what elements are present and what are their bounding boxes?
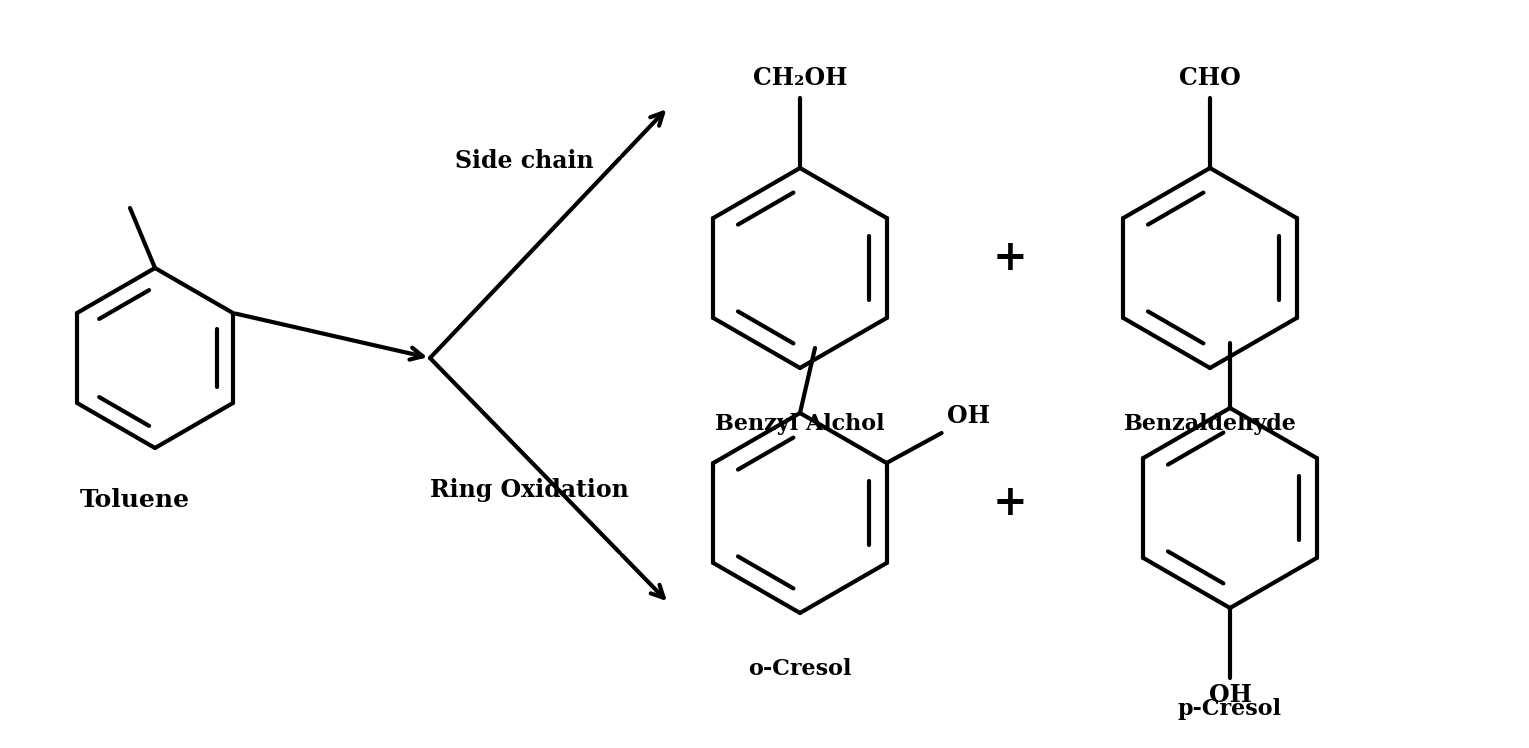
Text: Benzyl Alchol: Benzyl Alchol bbox=[716, 413, 885, 435]
Text: +: + bbox=[992, 237, 1027, 279]
Text: OH: OH bbox=[1208, 683, 1252, 707]
Text: Side chain: Side chain bbox=[456, 149, 593, 173]
Text: CH₂OH: CH₂OH bbox=[752, 66, 847, 90]
Text: Ring Oxidation: Ring Oxidation bbox=[430, 478, 628, 502]
Text: Benzaldehyde: Benzaldehyde bbox=[1124, 413, 1297, 435]
Text: Toluene: Toluene bbox=[80, 488, 190, 512]
Text: p-Cresol: p-Cresol bbox=[1177, 698, 1281, 720]
Text: CHO: CHO bbox=[1179, 66, 1242, 90]
Text: OH: OH bbox=[946, 404, 989, 428]
Text: o-Cresol: o-Cresol bbox=[748, 658, 852, 680]
Text: +: + bbox=[992, 482, 1027, 524]
